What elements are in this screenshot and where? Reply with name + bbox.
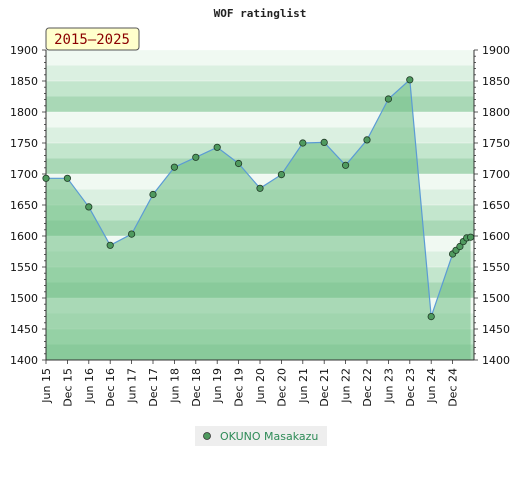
x-tick-label: Dec 18 bbox=[190, 368, 203, 407]
y-tick-label-right: 1400 bbox=[482, 354, 510, 367]
x-tick-label: Dec 19 bbox=[233, 368, 246, 407]
legend-bg bbox=[195, 426, 327, 446]
data-point bbox=[341, 161, 350, 169]
period-label: 2015–2025 bbox=[54, 32, 130, 48]
band-1850 bbox=[46, 65, 474, 81]
data-point bbox=[406, 76, 414, 84]
period-badge: 2015–2025 bbox=[45, 27, 140, 51]
data-points bbox=[42, 76, 475, 321]
y-tick-label-left: 1500 bbox=[10, 292, 38, 305]
x-axis: Jun 15 Dec 15 Jun 16 Dec 16 Jun 17 Dec 17 Jun … bbox=[40, 360, 460, 407]
data-point bbox=[42, 174, 50, 182]
period-badge-bg bbox=[45, 27, 140, 51]
y-tick-label-left: 1850 bbox=[10, 75, 38, 88]
data-point bbox=[149, 190, 157, 199]
data-point bbox=[128, 230, 136, 238]
x-tick-label: Jun 20 bbox=[254, 368, 267, 404]
y-tick-label-left: 1700 bbox=[10, 168, 38, 181]
x-tick-label: Jun 24 bbox=[425, 368, 438, 404]
y-tick-label-right: 1700 bbox=[482, 168, 510, 181]
data-point bbox=[213, 143, 221, 151]
legend: OKUNO Masakazu bbox=[195, 426, 327, 446]
rating-area bbox=[46, 79, 471, 361]
data-point bbox=[427, 312, 435, 321]
y-tick-label-right: 1800 bbox=[482, 106, 510, 119]
x-tick-label: Dec 17 bbox=[147, 368, 160, 407]
y-tick-label-left: 1900 bbox=[10, 44, 38, 57]
y-tick-label-left: 1600 bbox=[10, 230, 38, 243]
band-1875 bbox=[46, 50, 474, 66]
x-tick-label: Jun 21 bbox=[297, 368, 310, 404]
x-tick-label: Jun 19 bbox=[211, 368, 224, 404]
chart-title: WOF ratinglist bbox=[214, 7, 307, 20]
x-tick-label: Jun 22 bbox=[340, 368, 353, 404]
x-tick-label: Jun 23 bbox=[382, 368, 395, 404]
legend-marker bbox=[203, 432, 211, 440]
y-tick-label-right: 1500 bbox=[482, 292, 510, 305]
y-tick-label-right: 1550 bbox=[482, 261, 510, 274]
y-tick-label-right: 1450 bbox=[482, 323, 510, 336]
y-tick-label-right: 1750 bbox=[482, 137, 510, 150]
data-point bbox=[384, 95, 392, 103]
data-point bbox=[456, 242, 464, 251]
data-point bbox=[192, 153, 200, 161]
y-tick-label-right: 1600 bbox=[482, 230, 510, 243]
band-1800 bbox=[46, 96, 474, 112]
y-tick-label-right: 1900 bbox=[482, 44, 510, 57]
x-tick-label: Dec 23 bbox=[404, 368, 417, 407]
data-point bbox=[235, 159, 243, 168]
y-tick-label-left: 1450 bbox=[10, 323, 38, 336]
data-point bbox=[106, 241, 114, 249]
x-tick-label: Jun 16 bbox=[83, 368, 96, 404]
x-tick-label: Jun 18 bbox=[168, 368, 181, 404]
x-tick-label: Jun 15 bbox=[40, 368, 53, 404]
data-point bbox=[363, 136, 371, 144]
y-tick-label-left: 1550 bbox=[10, 261, 38, 274]
y-axis-right: 1400 1450 1500 1550 1600 1650 1700 1750 1800 1850… bbox=[474, 44, 510, 367]
legend-entry: OKUNO Masakazu bbox=[220, 430, 318, 443]
data-point bbox=[277, 171, 285, 179]
y-axis-left: 1400 1450 1500 1550 1600 1650 1700 1750 1800 1850… bbox=[10, 44, 46, 367]
y-tick-label-right: 1650 bbox=[482, 199, 510, 212]
y-tick-label-left: 1800 bbox=[10, 106, 38, 119]
x-tick-label: Dec 16 bbox=[104, 368, 117, 407]
data-point bbox=[170, 163, 178, 171]
x-tick-label: Dec 15 bbox=[61, 368, 74, 407]
data-point bbox=[466, 233, 475, 241]
band-1825 bbox=[46, 81, 474, 97]
band-1775 bbox=[46, 112, 474, 128]
x-tick-label: Dec 20 bbox=[275, 368, 288, 407]
x-tick-label: Dec 21 bbox=[318, 368, 331, 407]
data-point bbox=[256, 184, 264, 192]
data-point bbox=[299, 139, 307, 147]
x-tick-label: Dec 24 bbox=[447, 368, 460, 407]
y-tick-label-right: 1850 bbox=[482, 75, 510, 88]
y-tick-label-left: 1650 bbox=[10, 199, 38, 212]
data-point bbox=[63, 174, 72, 182]
data-point bbox=[320, 138, 328, 146]
data-point bbox=[85, 203, 93, 211]
x-tick-label: Dec 22 bbox=[361, 368, 374, 407]
y-tick-label-left: 1750 bbox=[10, 137, 38, 150]
x-tick-label: Jun 17 bbox=[126, 368, 139, 404]
y-tick-label-left: 1400 bbox=[10, 354, 38, 367]
